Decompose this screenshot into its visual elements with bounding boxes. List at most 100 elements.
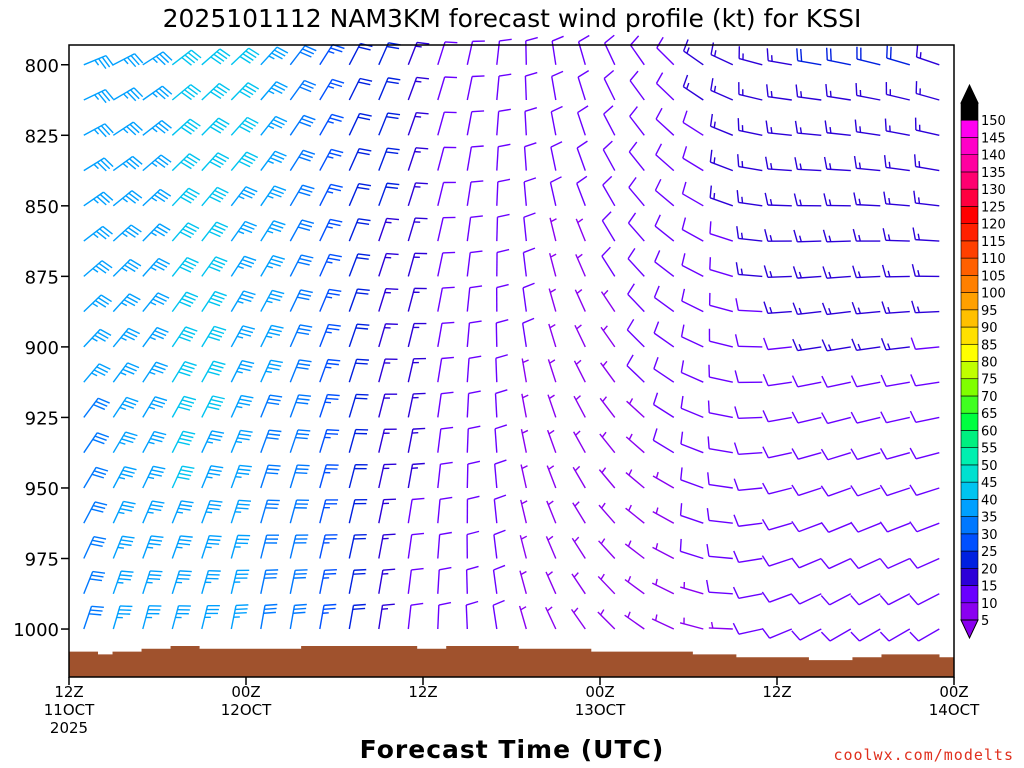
- colorbar-label-145: 145: [981, 131, 1006, 146]
- wind-barb: [883, 155, 910, 172]
- wind-barb: [885, 82, 910, 101]
- wind-barb: [142, 465, 166, 489]
- wind-barb: [230, 569, 250, 594]
- wind-barb: [83, 363, 111, 383]
- wind-barb: [792, 266, 822, 279]
- wind-barb: [653, 285, 675, 313]
- wind-barb: [850, 485, 881, 497]
- wind-barb: [520, 429, 529, 453]
- wind-barb: [551, 35, 564, 65]
- wind-barb: [794, 157, 822, 172]
- colorbar-label-90: 90: [981, 321, 998, 336]
- wind-barb: [549, 176, 562, 206]
- credit-text: coolwx.com/modelts: [833, 746, 1014, 764]
- wind-barb: [289, 289, 313, 312]
- wind-barb: [83, 89, 114, 104]
- y-tick-label-900: 900: [25, 338, 59, 359]
- wind-barb: [680, 395, 704, 419]
- colorbar-label-55: 55: [981, 442, 998, 457]
- wind-barb: [495, 354, 508, 383]
- wind-barb: [682, 110, 704, 136]
- wind-barb: [852, 228, 881, 242]
- wind-barb: [260, 46, 289, 66]
- wind-barb: [879, 557, 911, 569]
- wind-barb: [142, 257, 171, 277]
- wind-barb: [378, 393, 398, 418]
- wind-barb: [734, 334, 763, 348]
- wind-barb: [709, 185, 734, 207]
- wind-barb: [260, 429, 282, 453]
- wind-barb: [289, 219, 315, 242]
- wind-barb: [573, 430, 586, 454]
- wind-barb: [910, 337, 940, 350]
- wind-barb: [853, 192, 881, 207]
- wind-barb: [910, 374, 940, 387]
- wind-barb: [289, 429, 311, 453]
- wind-barb: [348, 253, 371, 277]
- wind-barb: [915, 81, 940, 101]
- wind-barb: [791, 521, 822, 533]
- wind-barb: [378, 182, 400, 207]
- wind-barb: [602, 175, 616, 207]
- wind-barb: [820, 485, 852, 497]
- wind-barb: [577, 70, 590, 101]
- wind-barb: [625, 504, 645, 524]
- wind-barb: [466, 285, 483, 312]
- wind-barb: [522, 282, 535, 312]
- wind-barb: [112, 53, 144, 68]
- wind-barb: [230, 429, 253, 453]
- wind-barb: [289, 603, 307, 630]
- wind-barb: [260, 394, 283, 418]
- wind-barb: [230, 47, 260, 66]
- wind-barb: [710, 78, 734, 101]
- wind-barb: [708, 364, 733, 383]
- wind-barb: [378, 533, 396, 559]
- wind-barb: [171, 570, 192, 595]
- wind-barb: [171, 118, 201, 136]
- wind-barb: [572, 465, 586, 489]
- wind-barb: [437, 356, 454, 383]
- wind-barb: [319, 78, 345, 101]
- wind-barb: [83, 466, 109, 489]
- wind-barb: [260, 115, 288, 136]
- wind-barb: [407, 567, 424, 594]
- wind-barb: [913, 154, 940, 172]
- wind-barb: [571, 572, 586, 595]
- wind-barb: [822, 266, 851, 279]
- wind-barb: [437, 461, 453, 489]
- colorbar-label-100: 100: [981, 287, 1006, 302]
- wind-barb: [627, 283, 645, 313]
- wind-barb: [112, 500, 136, 524]
- wind-barb: [407, 322, 427, 348]
- wind-barb: [709, 149, 734, 172]
- wind-barb: [437, 146, 457, 171]
- wind-barb: [437, 181, 456, 206]
- wind-barb: [437, 531, 452, 559]
- x-tick-label-0-2: 11OCT: [44, 701, 95, 719]
- wind-barb: [492, 564, 506, 594]
- wind-barb: [465, 600, 479, 630]
- wind-barb: [573, 395, 586, 418]
- wind-barb: [260, 150, 287, 172]
- wind-barb: [171, 430, 196, 454]
- wind-barb: [762, 482, 792, 495]
- wind-barb: [737, 154, 763, 172]
- wind-barb: [523, 142, 537, 171]
- wind-barb: [796, 48, 822, 66]
- wind-barb: [546, 465, 557, 489]
- wind-barb: [547, 359, 557, 383]
- colorbar-label-60: 60: [981, 424, 998, 439]
- wind-barb: [679, 538, 704, 560]
- wind-barb: [821, 339, 851, 352]
- wind-barb: [682, 74, 704, 101]
- wind-barb: [680, 431, 704, 454]
- colorbar-swatch-0: [960, 602, 979, 621]
- wind-barb: [465, 565, 479, 594]
- wind-barb: [230, 534, 251, 559]
- wind-barb: [766, 84, 792, 101]
- wind-barb: [792, 338, 822, 352]
- wind-barb: [260, 185, 287, 207]
- colorbar-label-65: 65: [981, 407, 998, 422]
